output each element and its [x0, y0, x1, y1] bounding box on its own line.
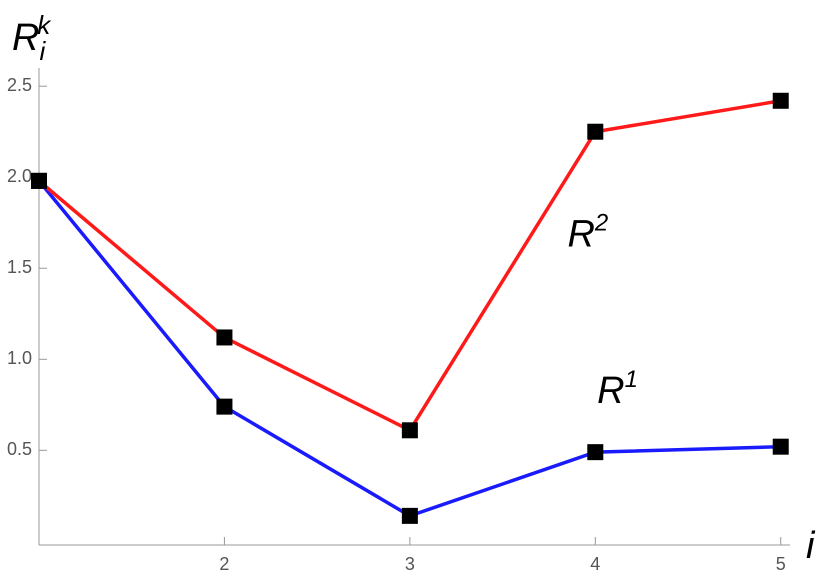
series-line: [37, 179, 781, 518]
marker: [772, 438, 789, 455]
x-tick-label: 5: [776, 554, 786, 574]
annotation: R1: [597, 366, 638, 412]
y-label-sub: i: [39, 36, 46, 66]
marker: [772, 92, 789, 109]
marker: [216, 329, 233, 346]
x-axis-label: i: [806, 525, 816, 567]
marker: [587, 123, 604, 140]
x-tick-label: 4: [590, 554, 600, 574]
y-label-base: R: [12, 17, 39, 59]
series-line: [37, 99, 782, 433]
marker: [401, 422, 418, 439]
x-tick-label: 2: [219, 554, 229, 574]
annotation-sup: 1: [625, 366, 638, 393]
y-tick-label: 1.5: [7, 257, 32, 277]
annotation-sup: 2: [594, 209, 608, 236]
marker: [31, 172, 47, 189]
y-label-sup: k: [37, 10, 52, 40]
y-tick-label: 2.5: [7, 75, 32, 95]
annotation: R2: [567, 209, 608, 255]
y-tick-label: 2.0: [7, 166, 32, 186]
x-tick-label: 3: [405, 554, 415, 574]
marker: [401, 507, 418, 524]
annotation-base: R: [597, 370, 624, 412]
marker: [587, 444, 604, 461]
marker: [216, 398, 233, 415]
y-tick-label: 1.0: [7, 348, 32, 368]
y-tick-label: 0.5: [7, 439, 32, 459]
annotation-base: R: [567, 213, 594, 255]
y-axis-label: Rik: [12, 10, 52, 66]
